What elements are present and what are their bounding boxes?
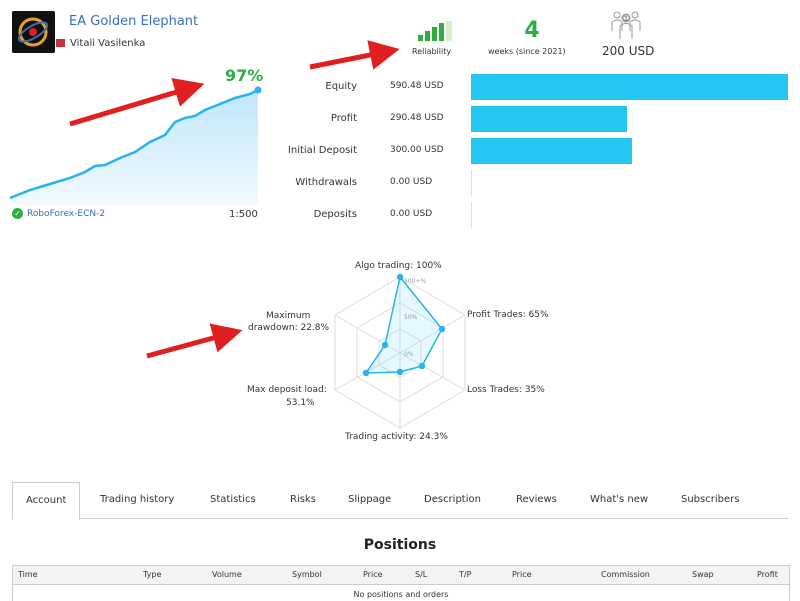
- reliability-bars-icon: [418, 21, 452, 41]
- signal-logo: [12, 11, 55, 53]
- balance-label: Equity: [325, 81, 357, 92]
- radar-label-drawdown-value: drawdown: 22.8%: [248, 323, 330, 333]
- table-header: Time Type Volume Symbol Price S/L T/P Pr…: [13, 566, 789, 585]
- weeks-label: weeks (since 2021): [488, 47, 566, 56]
- balance-bar: [471, 202, 472, 228]
- balance-bar: [471, 138, 632, 164]
- positions-table: Time Type Volume Symbol Price S/L T/P Pr…: [12, 565, 790, 601]
- col-profit: Profit: [757, 570, 778, 579]
- col-time: Time: [18, 570, 38, 579]
- col-price: Price: [363, 570, 383, 579]
- tab-account[interactable]: Account: [12, 482, 81, 520]
- balance-value: 290.48 USD: [390, 113, 444, 123]
- radar-tick-100: 100+%: [404, 278, 426, 285]
- signal-title[interactable]: EA Golden Elephant: [69, 14, 199, 29]
- radar-label-activity: Trading activity: 24.3%: [345, 432, 448, 442]
- tab-slippage[interactable]: Slippage: [348, 494, 392, 505]
- radar-label-profit-trades: Profit Trades: 65%: [467, 310, 549, 320]
- subscribers-icon: 1: [611, 11, 641, 39]
- radar-tick-0: 0%: [404, 351, 414, 358]
- growth-chart: [10, 86, 262, 205]
- tab-description[interactable]: Description: [424, 494, 481, 505]
- col-price-close: Price: [512, 570, 532, 579]
- arrow-to-drawdown: [146, 323, 243, 359]
- col-sl: S/L: [415, 570, 428, 579]
- balance-label: Initial Deposit: [287, 145, 357, 156]
- col-commission: Commission: [601, 570, 650, 579]
- radar-chart: 100+% 50% 0%: [334, 273, 466, 429]
- subscription-price: 200 USD: [602, 44, 655, 58]
- radar-label-deposit-load-value: 53.1%: [286, 398, 315, 408]
- balance-value: 0.00 USD: [390, 177, 433, 187]
- tab-statistics[interactable]: Statistics: [210, 494, 256, 505]
- check-icon: ✓: [12, 208, 23, 219]
- tab-subscribers[interactable]: Subscribers: [681, 494, 740, 505]
- balance-value: 300.00 USD: [390, 145, 444, 155]
- balance-bar: [471, 106, 627, 132]
- balance-bar: [471, 74, 788, 100]
- radar-tick-50: 50%: [404, 314, 418, 321]
- balance-row: Initial Deposit 300.00 USD: [260, 138, 800, 164]
- balance-label: Profit: [330, 113, 357, 124]
- balance-row: Equity 590.48 USD: [260, 74, 800, 100]
- leverage-value: 1:500: [229, 209, 258, 220]
- weeks-count: 4: [524, 18, 540, 43]
- col-tp: T/P: [459, 570, 472, 579]
- tab-whats-new[interactable]: What's new: [590, 494, 649, 505]
- arrow-to-reliability: [309, 40, 400, 70]
- growth-percent: 97%: [225, 66, 264, 85]
- positions-title: Positions: [363, 537, 437, 553]
- tab-risks[interactable]: Risks: [290, 494, 316, 505]
- col-symbol: Symbol: [292, 570, 322, 579]
- balance-bar: [471, 170, 472, 196]
- radar-label-loss-trades: Loss Trades: 35%: [467, 385, 545, 395]
- balance-value: 0.00 USD: [390, 209, 433, 219]
- svg-text:1: 1: [624, 15, 628, 23]
- broker-link[interactable]: RoboForex-ECN-2: [27, 209, 106, 219]
- balance-value: 590.48 USD: [390, 81, 444, 91]
- empty-message: No positions and orders: [353, 590, 449, 599]
- col-type: Type: [143, 570, 162, 579]
- balance-row: Profit 290.48 USD: [260, 106, 800, 132]
- col-volume: Volume: [212, 570, 242, 579]
- balance-row: Withdrawals 0.00 USD: [260, 170, 800, 196]
- tab-reviews[interactable]: Reviews: [516, 494, 557, 505]
- country-flag-icon: [56, 39, 65, 47]
- radar-label-drawdown: Maximum: [266, 311, 311, 321]
- radar-label-deposit-load: Max deposit load:: [247, 385, 327, 395]
- tab-bar: Account Trading history Statistics Risks…: [12, 482, 788, 520]
- reliability-label: Reliability: [412, 47, 452, 56]
- balance-label: Deposits: [313, 209, 357, 220]
- tab-trading-history[interactable]: Trading history: [100, 494, 175, 505]
- radar-label-algo: Algo trading: 100%: [355, 261, 442, 271]
- col-swap: Swap: [692, 570, 714, 579]
- balance-label: Withdrawals: [295, 177, 357, 188]
- balance-row: Deposits 0.00 USD: [260, 202, 800, 228]
- author-name[interactable]: Vitali Vasilenka: [70, 38, 146, 49]
